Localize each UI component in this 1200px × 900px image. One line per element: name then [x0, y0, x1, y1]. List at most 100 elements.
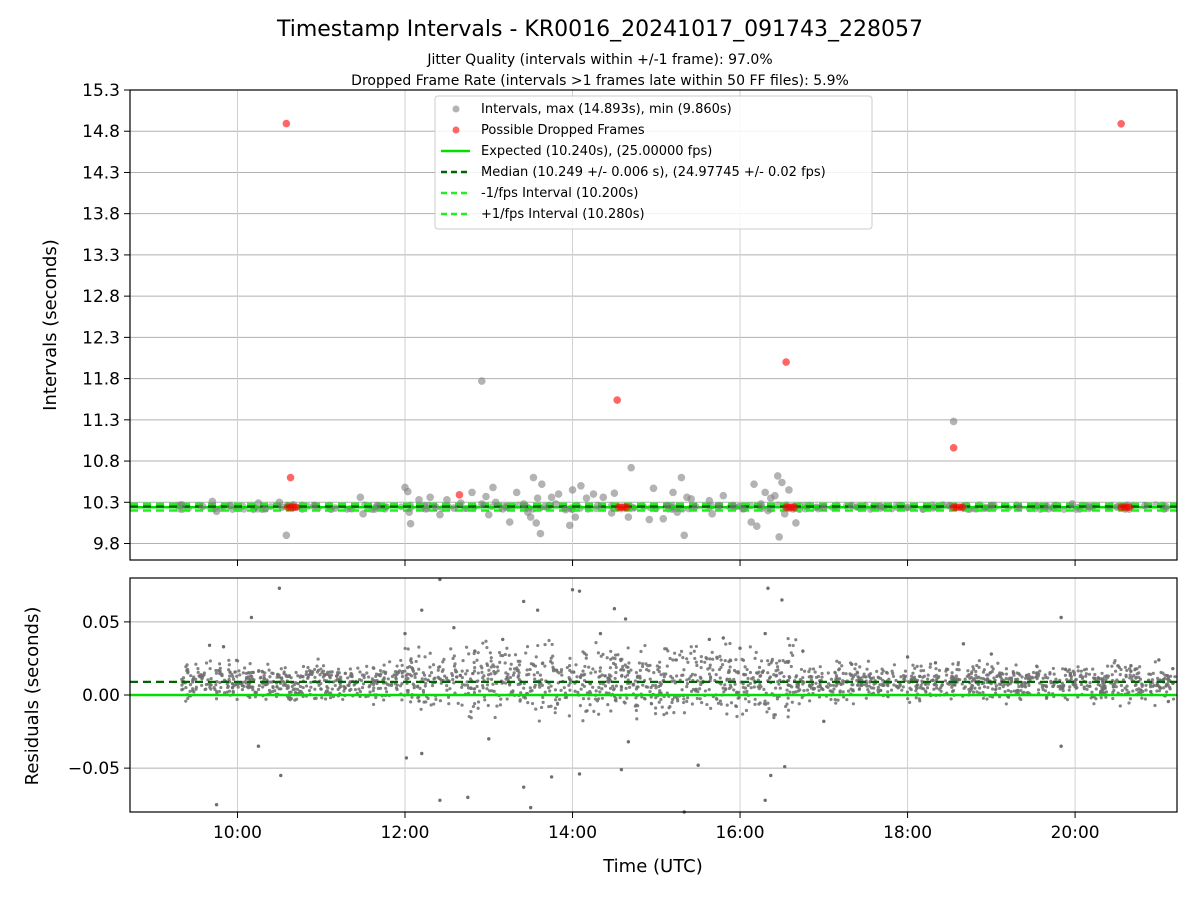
- residual-point: [644, 685, 648, 689]
- residual-point: [851, 702, 855, 706]
- residual-point: [1006, 682, 1010, 686]
- residual-point: [495, 704, 499, 708]
- residual-point: [814, 681, 818, 685]
- residual-point: [777, 682, 781, 686]
- residual-point: [409, 674, 414, 678]
- residual-outlier-point: [521, 785, 526, 789]
- residual-point: [1153, 703, 1157, 708]
- residual-point: [489, 659, 493, 663]
- residual-point: [853, 667, 857, 671]
- residual-point: [619, 688, 623, 692]
- residual-point: [390, 674, 395, 679]
- residual-point: [356, 666, 360, 670]
- residual-point: [242, 684, 246, 688]
- residual-point: [934, 686, 939, 690]
- residual-point: [249, 670, 253, 675]
- dropped-frame-point: [282, 119, 291, 128]
- residual-point: [633, 679, 637, 683]
- bottom-y-axis-label: Residuals (seconds): [22, 607, 43, 786]
- residual-point: [982, 685, 987, 689]
- residual-point: [791, 690, 796, 694]
- residual-point: [291, 688, 295, 692]
- residual-point: [309, 685, 313, 689]
- residual-point: [423, 684, 427, 688]
- interval-point: [468, 488, 476, 497]
- residual-point: [775, 665, 780, 669]
- residual-point: [395, 687, 399, 692]
- residual-point: [208, 682, 212, 687]
- interval-point: [565, 521, 574, 530]
- residual-point: [705, 702, 709, 707]
- residual-point: [388, 660, 392, 664]
- residual-point: [445, 688, 449, 692]
- residual-point: [915, 664, 919, 668]
- residual-point: [587, 697, 591, 701]
- residual-point: [629, 668, 633, 672]
- residual-point: [505, 646, 509, 650]
- residual-point: [513, 653, 518, 657]
- residual-point: [672, 695, 677, 699]
- residual-point: [411, 682, 415, 686]
- residual-point: [1118, 704, 1122, 708]
- residual-point: [1125, 668, 1129, 672]
- residual-point: [809, 678, 813, 682]
- interval-point: [820, 503, 828, 512]
- residual-point: [785, 702, 789, 706]
- residual-point: [699, 666, 703, 670]
- residual-point: [926, 677, 930, 681]
- residual-point: [744, 708, 749, 713]
- residual-point: [728, 683, 732, 687]
- residual-point: [568, 677, 572, 681]
- residual-point: [1036, 688, 1041, 692]
- interval-point: [757, 500, 765, 508]
- residual-point: [579, 687, 583, 691]
- residual-point: [673, 651, 677, 655]
- interval-point: [359, 510, 367, 518]
- residual-point: [543, 690, 547, 694]
- residual-point: [616, 653, 620, 657]
- residual-point: [976, 682, 981, 687]
- residual-point: [421, 671, 425, 675]
- interval-point: [561, 505, 570, 514]
- residual-point: [1072, 673, 1077, 677]
- residual-point: [626, 669, 630, 674]
- residual-point: [512, 671, 516, 675]
- interval-point: [529, 473, 538, 482]
- residual-point: [970, 686, 974, 690]
- residual-point: [990, 669, 994, 674]
- residual-point: [421, 690, 426, 694]
- legend: Intervals, max (14.893s), min (9.860s) Po…: [434, 95, 873, 230]
- interval-point: [624, 513, 633, 521]
- residual-point: [486, 677, 490, 681]
- y-tick-label: 10.3: [82, 493, 120, 513]
- residual-point: [753, 702, 757, 706]
- residual-point: [196, 670, 200, 674]
- residual-point: [511, 690, 515, 694]
- residual-point: [184, 665, 188, 669]
- residual-point: [928, 665, 932, 669]
- residual-point: [592, 709, 596, 714]
- residual-point: [416, 684, 420, 688]
- residual-outlier-point: [452, 626, 456, 630]
- residual-point: [820, 687, 824, 691]
- residual-point: [767, 707, 771, 711]
- interval-point: [739, 505, 747, 513]
- residual-point: [486, 703, 490, 708]
- residual-point: [551, 667, 555, 671]
- interval-point: [847, 501, 856, 510]
- residual-point: [186, 696, 190, 701]
- residual-point: [926, 673, 930, 677]
- residual-outlier-point: [1157, 658, 1161, 662]
- residual-point: [336, 667, 341, 671]
- residual-point: [517, 671, 521, 675]
- residual-point: [253, 690, 257, 694]
- residual-point: [772, 673, 776, 677]
- residual-point: [820, 671, 824, 676]
- residual-point: [868, 680, 872, 684]
- residual-point: [326, 686, 330, 690]
- residual-point: [748, 681, 752, 686]
- residual-point: [634, 687, 639, 691]
- residual-point: [426, 696, 430, 701]
- residual-point: [1110, 664, 1114, 668]
- residual-point: [918, 674, 922, 679]
